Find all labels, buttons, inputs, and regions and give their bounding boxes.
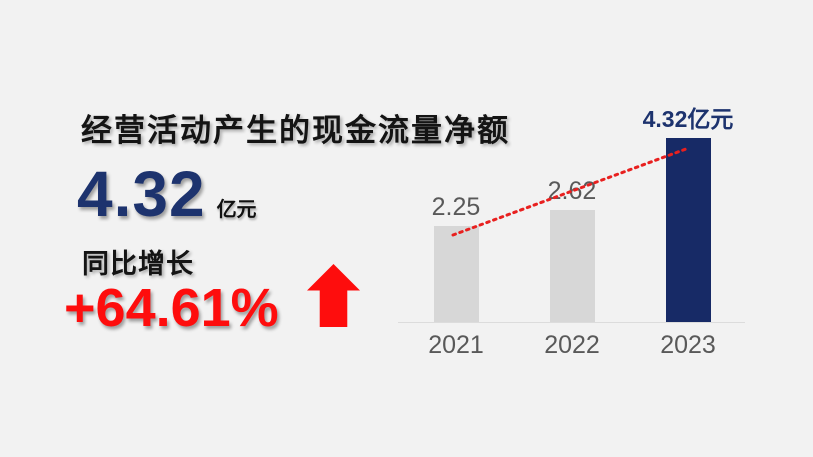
up-arrow-icon: [307, 264, 360, 327]
bar-chart: 2.25 2021 2.62 2022 4.32亿元 2023: [398, 100, 746, 360]
chart-column-2021: 2.25: [396, 100, 516, 322]
bar-2023: [665, 138, 711, 322]
page-title: 经营活动产生的现金流量净额: [81, 113, 510, 148]
x-axis-line: [398, 322, 745, 323]
main-value-unit: 亿元: [216, 199, 257, 221]
growth-label: 同比增长: [82, 249, 194, 279]
x-tick-label-2022: 2022: [544, 331, 600, 359]
growth-value: +64.61%: [64, 278, 279, 338]
main-value: 4.32: [77, 158, 206, 230]
main-value-row: 4.32 亿元: [77, 162, 257, 226]
chart-column-2022: 2.62: [512, 100, 632, 322]
bar-value-label-2022: 2.62: [547, 177, 597, 205]
chart-column-2023: 4.32亿元: [628, 100, 748, 322]
bar-2021: [433, 226, 479, 322]
x-tick-label-2023: 2023: [660, 331, 716, 359]
x-tick-label-2021: 2021: [428, 331, 484, 359]
bar-2022: [549, 210, 595, 322]
bar-value-label-2023: 4.32亿元: [642, 106, 734, 132]
bar-value-label-2021: 2.25: [431, 193, 481, 221]
